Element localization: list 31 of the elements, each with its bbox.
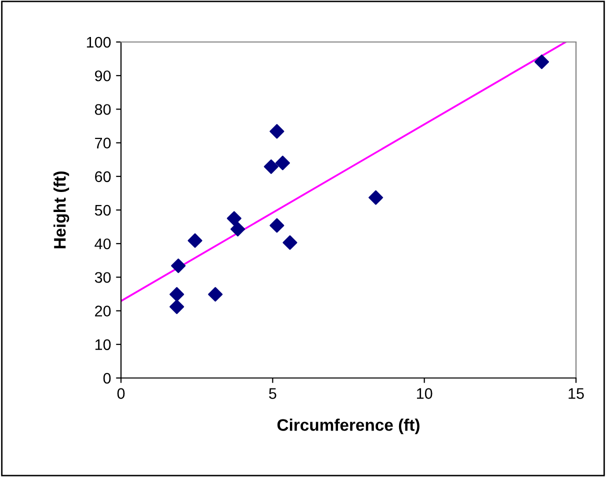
x-axis-title: Circumference (ft) <box>277 418 420 434</box>
point <box>264 159 278 174</box>
point <box>275 156 290 170</box>
point <box>208 287 223 302</box>
y-tick-label: 40 <box>94 238 111 250</box>
x-tick-label: 5 <box>269 388 276 399</box>
point <box>270 124 284 139</box>
y-tick-label: 50 <box>94 204 111 216</box>
y-tick-label: 90 <box>95 70 111 82</box>
y-tick-label: 10 <box>95 339 111 350</box>
x-tick-label: 10 <box>417 388 432 399</box>
x-tick-label: 15 <box>568 388 584 399</box>
point <box>368 190 384 205</box>
point <box>170 287 184 302</box>
point <box>170 299 184 314</box>
y-axis-title: Height (ft) <box>54 171 70 248</box>
point <box>188 233 202 248</box>
point <box>270 218 284 233</box>
point <box>226 211 242 226</box>
y-tick-label: 80 <box>94 104 111 115</box>
y-tick-label: 70 <box>95 138 111 148</box>
y-tick-label: 30 <box>94 272 111 283</box>
y-tick-label: 20 <box>95 306 111 316</box>
x-tick-label: 0 <box>117 388 125 399</box>
point <box>534 54 550 70</box>
y-tick-label: 100 <box>86 36 111 48</box>
point <box>282 235 298 250</box>
point <box>171 258 186 274</box>
point <box>230 222 246 236</box>
y-tick-label: 0 <box>103 372 111 384</box>
y-tick-label: 60 <box>95 171 111 182</box>
